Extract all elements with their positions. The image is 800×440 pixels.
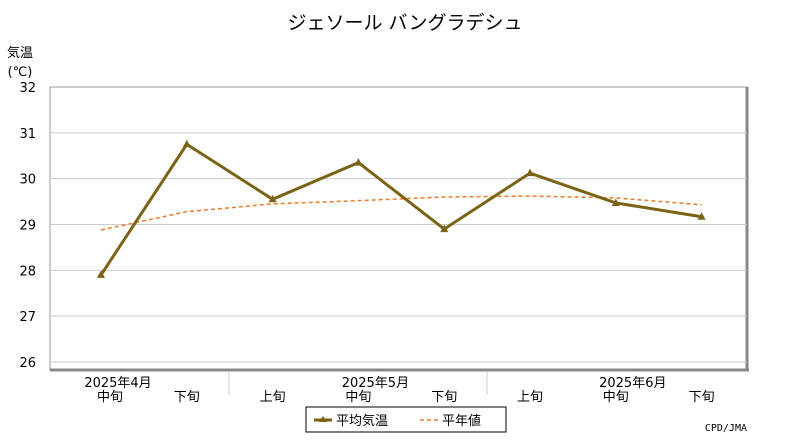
credit-label: CPD/JMA (705, 423, 747, 434)
data-point-mean (268, 194, 277, 203)
legend-box (305, 406, 507, 433)
series-group (97, 139, 706, 278)
data-point-mean (354, 158, 363, 166)
x-tick-label: 下旬 (689, 390, 715, 405)
x-tick-label: 上旬 (260, 390, 286, 405)
legend: 平均気温 平年値 (305, 406, 507, 433)
x-tick-label: 中旬 (97, 390, 123, 405)
x-tick-label: 下旬 (174, 390, 200, 405)
x-tick-label: 上旬 (517, 390, 543, 405)
y-tick-label: 30 (19, 173, 36, 188)
series-line-normal (100, 195, 702, 231)
x-tick-label: 中旬 (603, 390, 629, 405)
y-tick-labels: 26 27 28 29 30 31 32 (19, 81, 36, 371)
plot-area (49, 86, 748, 371)
y-axis-unit: (℃) (8, 65, 33, 80)
data-point-mean (440, 224, 449, 233)
data-point-mean (526, 168, 534, 177)
y-tick-label: 27 (19, 310, 36, 325)
chart-title: ジェソール バングラデシュ (288, 12, 523, 34)
y-tick-label: 32 (19, 81, 36, 96)
legend-label-mean: 平均気温 (336, 413, 388, 429)
legend-label-normal: 平年値 (442, 413, 481, 429)
data-point-mean (611, 198, 620, 206)
x-tick-label: 下旬 (431, 390, 457, 405)
data-point-mean (697, 212, 706, 220)
y-tick-label: 26 (19, 356, 36, 371)
data-point-mean (97, 270, 105, 278)
x-tick-labels: 中旬 下旬 上旬 中旬 下旬 上旬 中旬 下旬 2025年4月 2025年5月 2025年6月 (84, 376, 714, 405)
y-tick-label: 31 (19, 127, 36, 142)
y-tick-label: 29 (19, 219, 36, 234)
x-tick-label: 中旬 (345, 390, 371, 405)
month-label: 2025年6月 (599, 376, 666, 391)
month-label: 2025年4月 (84, 376, 151, 391)
gridlines (50, 132, 747, 395)
y-tick-label: 28 (19, 264, 36, 279)
y-axis-label: 気温 (7, 45, 33, 61)
data-point-mean (182, 139, 191, 148)
month-label: 2025年5月 (342, 376, 409, 391)
series-line-mean (99, 142, 702, 276)
legend-marker-mean (319, 416, 327, 422)
